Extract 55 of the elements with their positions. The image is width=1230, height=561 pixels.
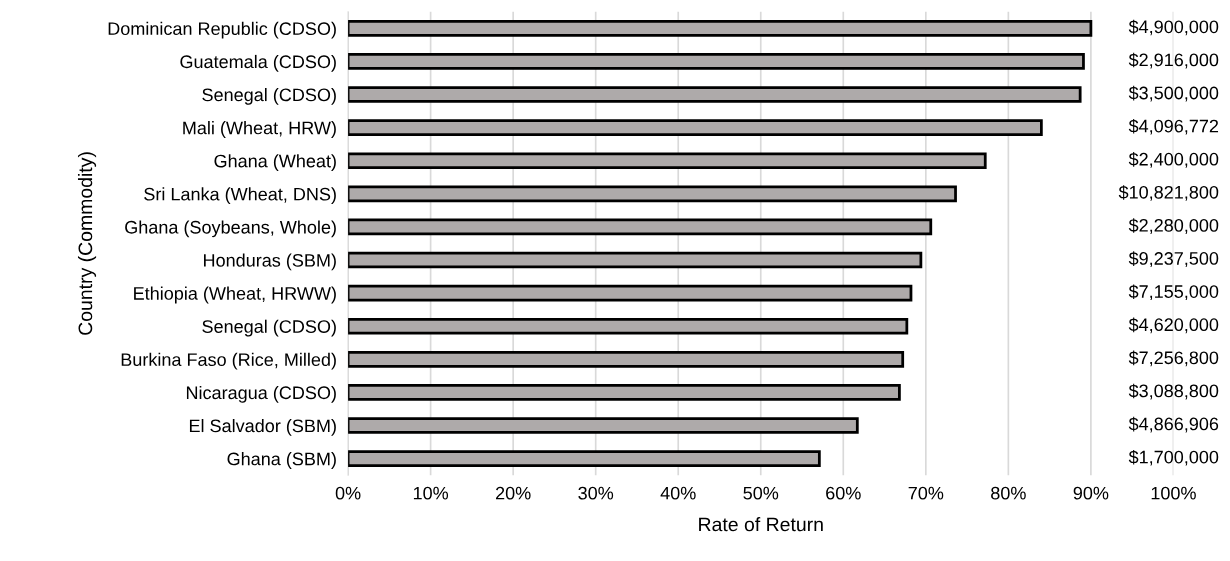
annotation: $1,700,000 [1128, 449, 1219, 466]
annotation: $2,400,000 [1128, 152, 1219, 168]
annotation: $4,096,772 [1128, 118, 1219, 135]
x-tick-label: 20% [496, 486, 531, 500]
bar [348, 251, 923, 269]
x-tick-label: 80% [991, 486, 1026, 500]
bar [348, 384, 901, 401]
y-tick-label: Ghana (Soybeans, Whole) [125, 220, 336, 238]
bar [348, 19, 1093, 37]
y-tick-label: Guatemala (CDSO) [180, 54, 336, 72]
bar [348, 284, 913, 302]
annotation: $9,237,500 [1128, 251, 1219, 267]
bar [348, 185, 957, 203]
y-tick-label: Ghana (Wheat) [214, 154, 336, 172]
y-tick-label: Dominican Republic (CDSO) [108, 21, 336, 39]
bar [348, 350, 905, 368]
annotation: $3,088,800 [1128, 383, 1219, 400]
x-tick-label: 90% [1073, 486, 1109, 500]
x-tick-label: 40% [660, 486, 696, 500]
bar [348, 317, 909, 335]
bar [348, 417, 859, 434]
annotation: $4,620,000 [1128, 317, 1219, 334]
y-tick-label: Honduras (SBM) [204, 253, 336, 271]
y-tick-label: El Salvador (SBM) [189, 418, 336, 436]
bar [348, 119, 1043, 136]
x-tick-label: 60% [826, 486, 861, 500]
x-tick-label: 30% [578, 486, 614, 500]
annotation: $4,900,000 [1128, 19, 1219, 36]
x-tick-label: 100% [1151, 486, 1196, 500]
annotation: $2,280,000 [1128, 218, 1219, 234]
annotation: $3,500,000 [1128, 85, 1219, 102]
y-tick-label: Ghana (SBM) [227, 452, 336, 469]
x-tick-label: 70% [908, 486, 944, 500]
bar [348, 53, 1085, 70]
bar [348, 218, 933, 236]
y-tick-label: Ethiopia (Wheat, HRWW) [134, 286, 336, 304]
bar [348, 450, 821, 467]
y-tick-label: Mali (Wheat, HRW) [183, 121, 336, 138]
y-tick-label: Senegal (CDSO) [202, 319, 336, 337]
annotation: $7,256,800 [1128, 350, 1219, 367]
annotation: $4,866,906 [1128, 416, 1219, 433]
x-axis-title: Rate of Return [699, 517, 823, 532]
y-tick-label: Nicaragua (CDSO) [186, 385, 336, 403]
x-tick-label: 0% [335, 486, 361, 500]
x-tick-label: 50% [743, 486, 779, 500]
annotation: $2,916,000 [1128, 52, 1219, 69]
bar [348, 152, 987, 170]
x-tick-label: 10% [413, 486, 449, 500]
bar [348, 86, 1082, 103]
y-tick-label: Sri Lanka (Wheat, DNS) [144, 187, 336, 205]
y-tick-label: Senegal (CDSO) [202, 87, 336, 105]
y-tick-label: Burkina Faso (Rice, Milled) [121, 352, 336, 370]
annotation: $10,821,800 [1118, 185, 1219, 201]
y-axis-title: Country (Commodity) [77, 152, 97, 335]
annotation: $7,155,000 [1128, 284, 1219, 301]
